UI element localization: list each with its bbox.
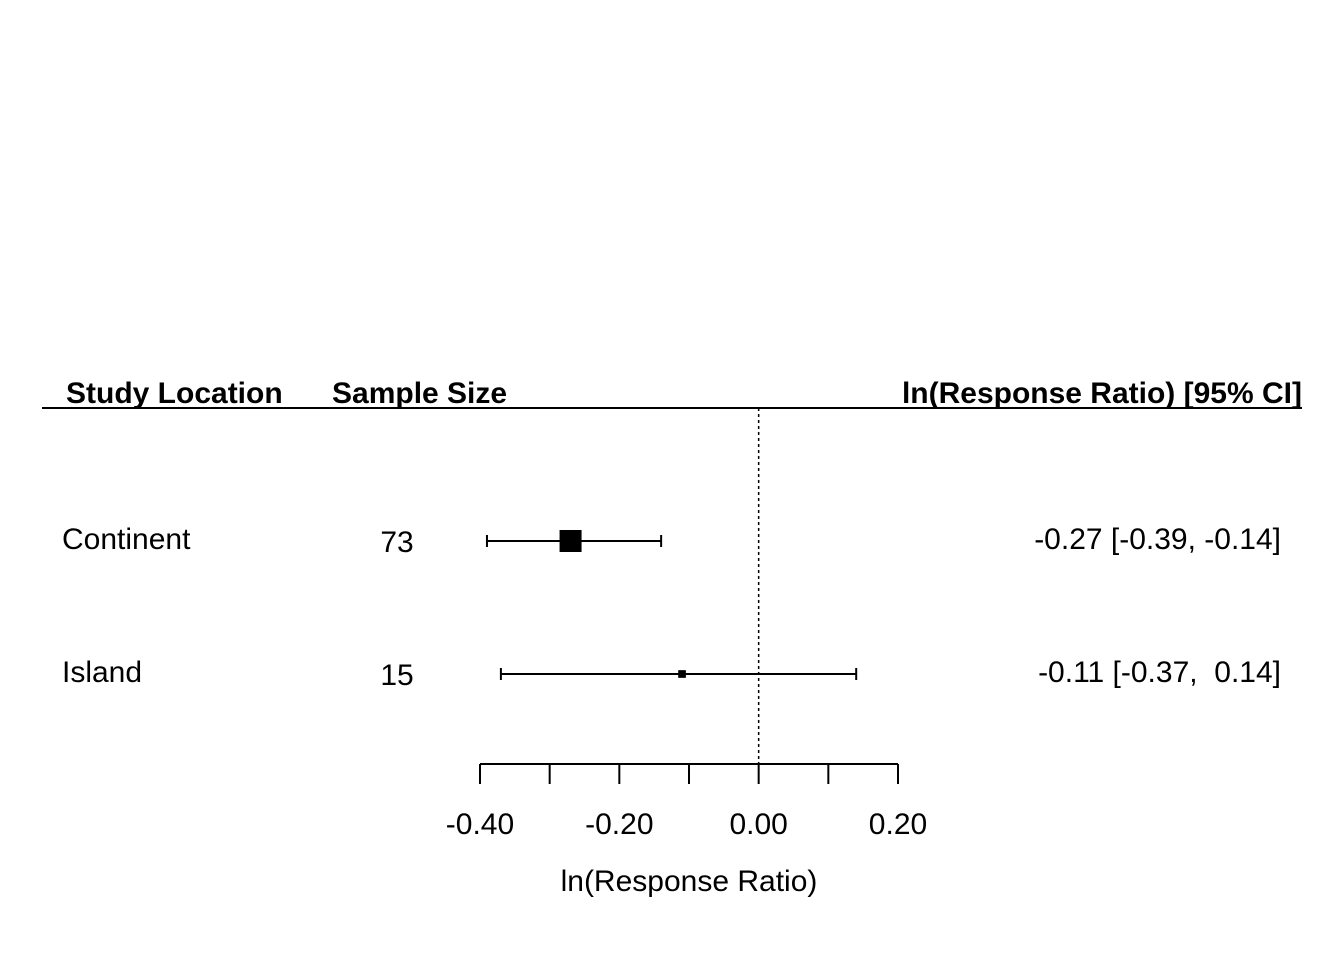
estimate-point — [559, 530, 582, 552]
estimate-label: -0.27 [-0.39, -0.14] — [1034, 523, 1281, 556]
x-tick-label: -0.20 — [585, 808, 653, 841]
sample-size: 73 — [380, 526, 413, 559]
column-header: Study Location — [66, 377, 283, 410]
row-label: Continent — [62, 523, 191, 556]
estimate-point — [678, 670, 686, 678]
sample-size: 15 — [380, 659, 413, 692]
x-tick-label: 0.20 — [869, 808, 927, 841]
x-tick-label: 0.00 — [729, 808, 787, 841]
row-label: Island — [62, 656, 142, 689]
column-header: ln(Response Ratio) [95% CI] — [902, 377, 1302, 410]
x-axis-label: ln(Response Ratio) — [561, 865, 818, 898]
column-header: Sample Size — [332, 377, 507, 410]
x-tick-label: -0.40 — [446, 808, 514, 841]
estimate-label: -0.11 [-0.37, 0.14] — [1038, 656, 1281, 689]
